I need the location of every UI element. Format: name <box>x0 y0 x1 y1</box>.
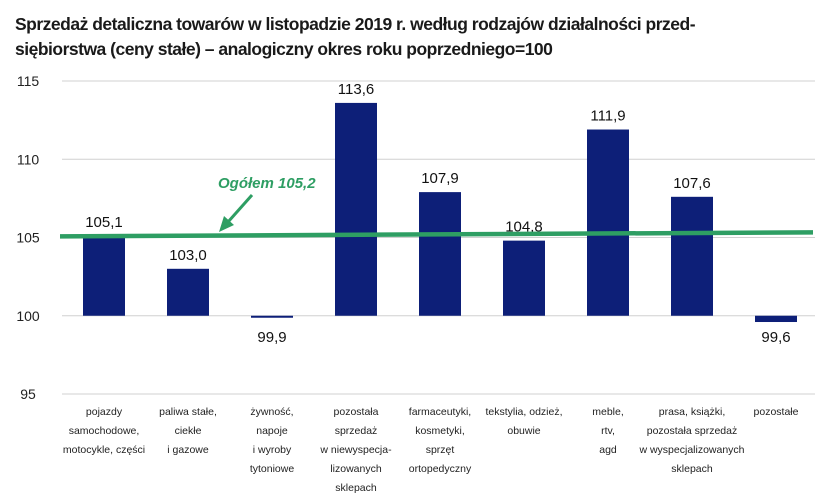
x-tick-label: napoje <box>256 425 288 437</box>
x-tick-label: lizowanych <box>330 463 382 475</box>
x-tick-label: pozostała sprzedaż <box>647 425 737 437</box>
x-tick-label: pozostała <box>334 406 379 418</box>
x-tick-label: obuwie <box>507 425 540 437</box>
data-label: 104,8 <box>505 219 543 236</box>
chart-title: Sprzedaż detaliczna towarów w listopadzi… <box>15 12 815 62</box>
y-tick-label: 95 <box>20 386 36 402</box>
data-label: 103,0 <box>169 247 207 264</box>
x-tick-label: sprzęt <box>426 444 455 456</box>
data-label: 105,1 <box>85 214 123 231</box>
bar <box>587 129 629 316</box>
reference-line-label: Ogółem 105,2 <box>218 175 316 192</box>
x-tick-label: w niewyspecja- <box>319 444 392 456</box>
bar <box>503 240 545 316</box>
x-tick-label: sprzedaż <box>335 425 378 437</box>
y-tick-label: 115 <box>17 73 40 89</box>
x-tick-label: ortopedyczny <box>409 463 472 475</box>
x-tick-label: prasa, książki, <box>659 406 726 418</box>
x-tick-label: tytoniowe <box>250 463 295 475</box>
x-tick-label: i gazowe <box>167 444 209 456</box>
x-tick-label: i wyroby <box>253 444 292 456</box>
x-tick-label: samochodowe, <box>69 425 140 437</box>
data-label: 99,6 <box>761 329 790 346</box>
x-tick-label: rtv, <box>601 425 615 437</box>
bar <box>251 315 293 318</box>
title-line-1: Sprzedaż detaliczna towarów w listopadzi… <box>15 14 696 34</box>
x-tick-label: kosmetyki, <box>415 425 465 437</box>
x-tick-label: tekstylia, odzież, <box>485 406 562 418</box>
bar <box>419 192 461 316</box>
x-tick-label: sklepach <box>335 482 377 494</box>
x-tick-label: pozostałe <box>754 406 799 418</box>
x-tick-label: farmaceutyki, <box>409 406 471 418</box>
x-tick-label: agd <box>599 444 617 456</box>
data-label: 113,6 <box>338 81 374 98</box>
bar <box>167 268 209 316</box>
x-tick-label: w wyspecjalizowanych <box>638 444 744 456</box>
data-label: 107,9 <box>421 170 459 187</box>
y-tick-label: 105 <box>16 230 40 246</box>
x-tick-label: meble, <box>592 406 624 418</box>
x-tick-label: pojazdy <box>86 406 123 418</box>
x-tick-label: żywność, <box>250 406 293 418</box>
y-tick-label: 100 <box>16 308 40 324</box>
data-label: 107,6 <box>673 175 711 192</box>
data-label: 111,9 <box>590 108 625 125</box>
x-tick-label: sklepach <box>671 463 713 475</box>
bar <box>83 235 125 316</box>
x-tick-label: ciekłe <box>175 425 202 437</box>
reference-line <box>59 230 814 239</box>
y-tick-label: 110 <box>17 151 40 167</box>
title-line-2: siębiorstwa (ceny stałe) – analogiczny o… <box>15 39 553 59</box>
bar <box>671 196 713 316</box>
x-tick-label: paliwa stałe, <box>159 406 217 418</box>
annotation-arrow <box>226 194 254 223</box>
x-tick-label: motocykle, części <box>63 444 145 456</box>
data-label: 99,9 <box>257 329 286 346</box>
bar <box>335 102 377 316</box>
bar <box>755 315 797 323</box>
arrow-head-icon <box>219 216 234 232</box>
